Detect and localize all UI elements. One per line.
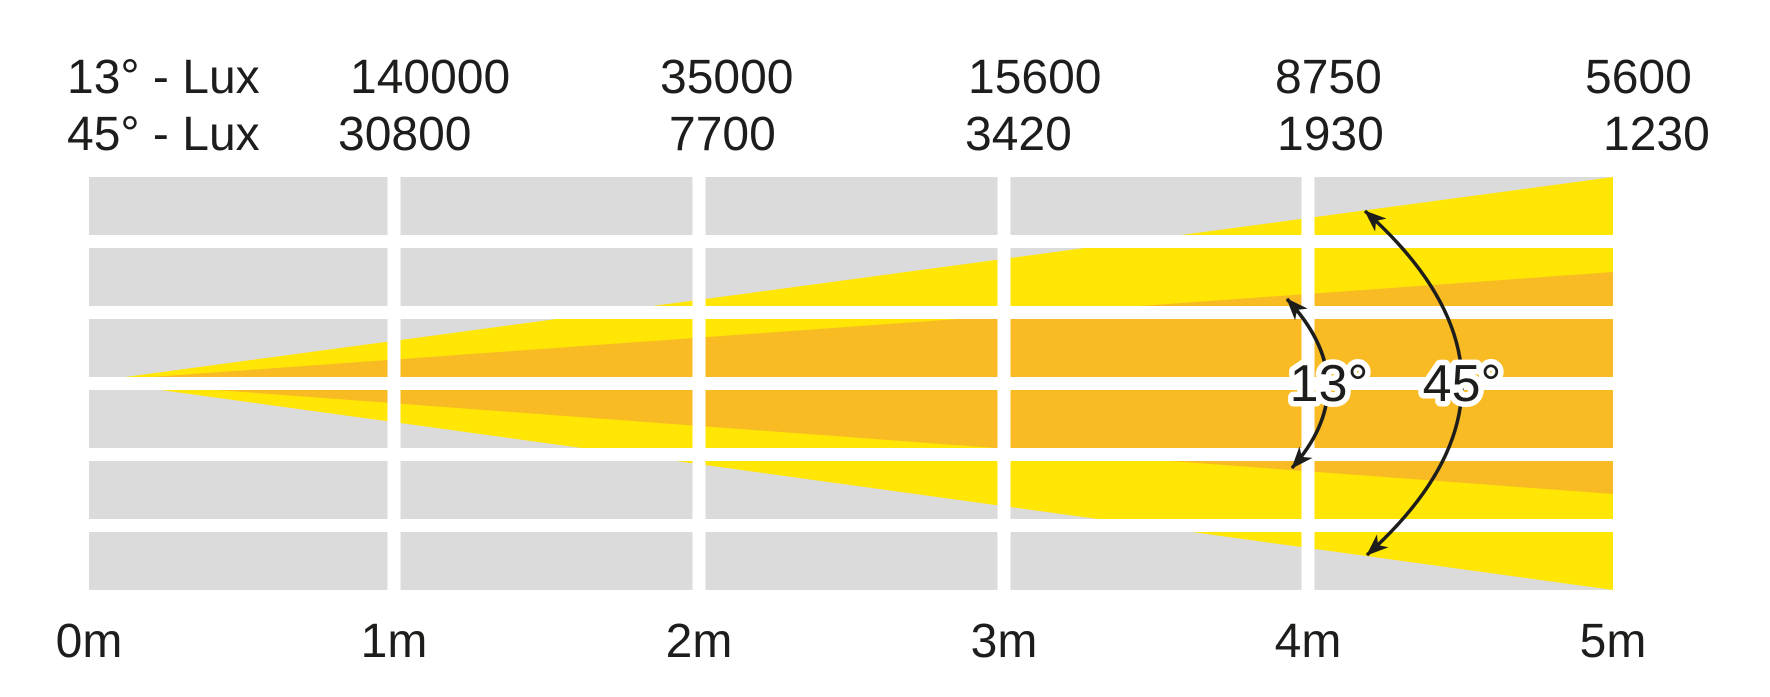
lux-value: 5600 — [1585, 51, 1692, 104]
lux-value: 1930 — [1277, 108, 1384, 161]
lux-value: 30800 — [338, 108, 471, 161]
lux-value: 8750 — [1275, 51, 1382, 104]
grid-gap-horizontal — [89, 306, 1613, 319]
axis-tick-0m: 0m — [56, 615, 123, 668]
lux-value: 1230 — [1603, 108, 1710, 161]
axis-tick-4m: 4m — [1275, 615, 1342, 668]
lux-value: 15600 — [968, 51, 1101, 104]
lux-value: 35000 — [660, 51, 793, 104]
lux-row-label-45: 45° - Lux — [67, 108, 260, 161]
lux-value: 140000 — [350, 51, 510, 104]
angle-arrows — [1285, 209, 1464, 557]
axis-tick-3m: 3m — [971, 615, 1038, 668]
grid-gap-vertical — [692, 177, 706, 590]
angle-label-45: 45° — [1423, 355, 1502, 413]
lux-value: 7700 — [669, 108, 776, 161]
grid-gap-vertical — [387, 177, 401, 590]
axis-tick-2m: 2m — [666, 615, 733, 668]
grid-gap-horizontal — [89, 377, 1613, 390]
grid-gap-horizontal — [89, 235, 1613, 248]
angle-labels: 13° 45° — [1284, 350, 1507, 419]
lux-value: 3420 — [965, 108, 1072, 161]
lux-row-label-13: 13° - Lux — [67, 51, 260, 104]
grid-gap-horizontal — [89, 519, 1613, 532]
axis-tick-1m: 1m — [361, 615, 428, 668]
grid-gaps — [89, 177, 1613, 590]
angle-label-13: 13° — [1290, 355, 1369, 413]
lux-table: 13° - Lux 140000 35000 15600 8750 5600 4… — [67, 51, 1710, 161]
angle-arc-45 — [1363, 209, 1464, 557]
axis-labels: 0m 1m 2m 3m 4m 5m — [56, 615, 1647, 668]
grid-gap-horizontal — [89, 448, 1613, 461]
grid-gap-vertical — [997, 177, 1011, 590]
axis-tick-5m: 5m — [1580, 615, 1647, 668]
angle-arc-13 — [1285, 297, 1330, 470]
